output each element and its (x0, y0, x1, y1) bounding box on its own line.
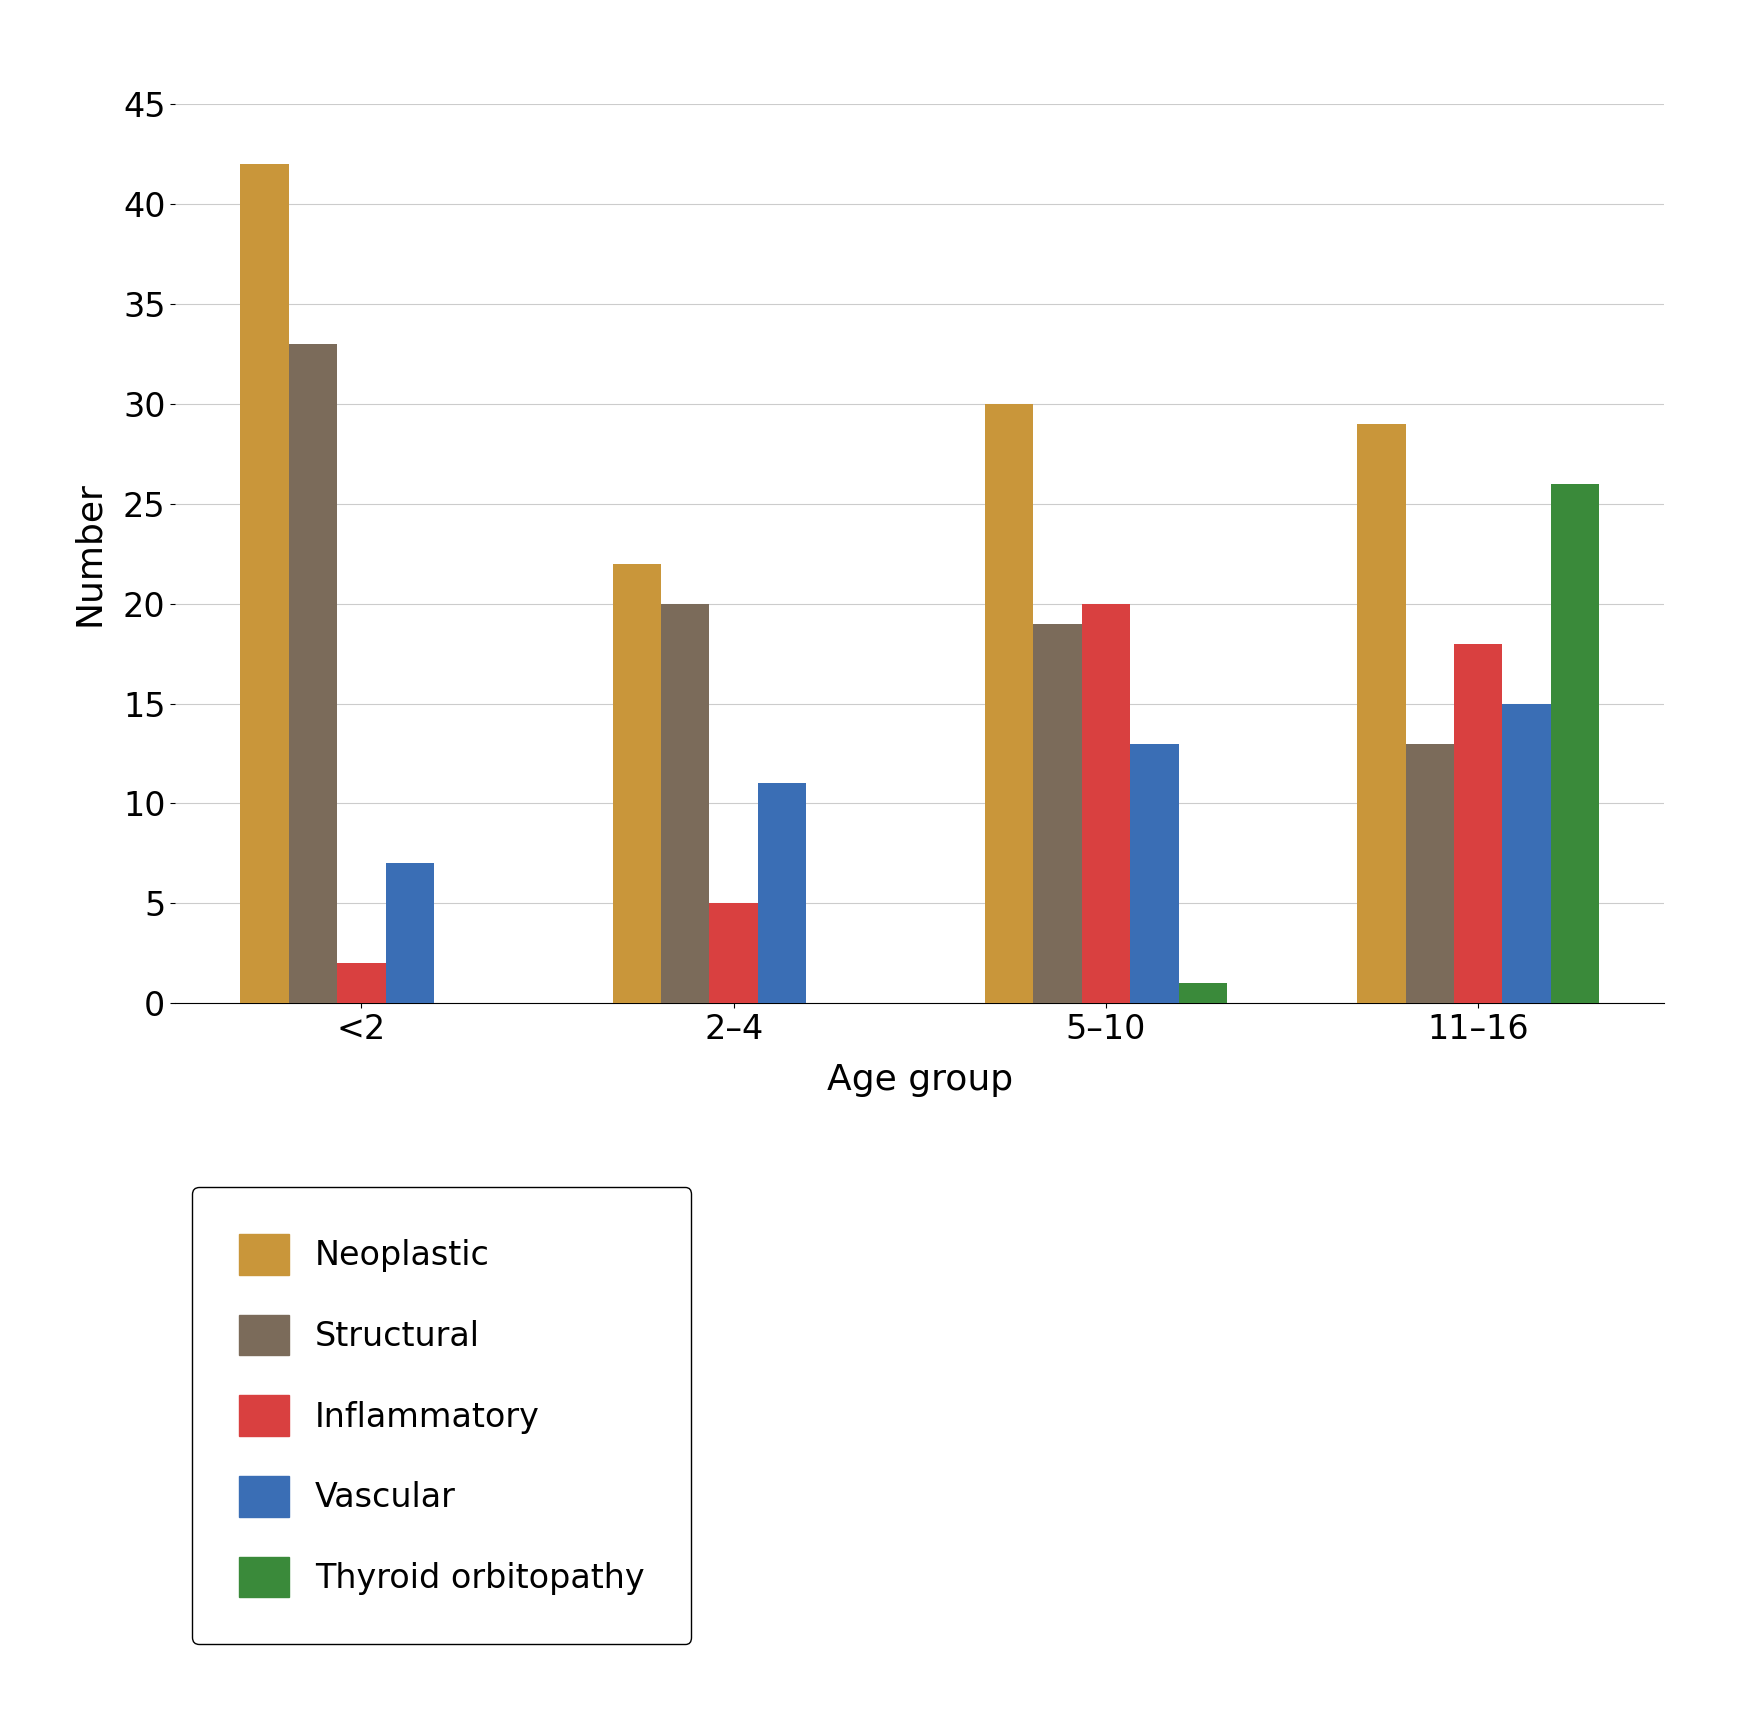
Bar (661, 604, 710, 1003)
Bar (1081, 604, 1130, 1003)
Bar (1179, 983, 1226, 1003)
Y-axis label: Number: Number (72, 481, 107, 626)
Bar (1503, 704, 1551, 1003)
Bar (710, 903, 759, 1003)
Bar (289, 344, 336, 1003)
Bar (1034, 623, 1081, 1003)
Bar (1405, 744, 1454, 1003)
Legend: Neoplastic, Structural, Inflammatory, Vascular, Thyroid orbitopathy: Neoplastic, Structural, Inflammatory, Va… (193, 1187, 692, 1644)
Bar (985, 403, 1034, 1003)
Bar (1454, 644, 1503, 1003)
Bar (1551, 484, 1600, 1003)
X-axis label: Age group: Age group (827, 1062, 1013, 1097)
Bar (759, 784, 806, 1003)
Bar (1130, 744, 1179, 1003)
Bar (336, 964, 385, 1003)
Bar (240, 164, 289, 1003)
Bar (613, 564, 661, 1003)
Bar (1358, 424, 1405, 1003)
Bar (385, 863, 434, 1003)
